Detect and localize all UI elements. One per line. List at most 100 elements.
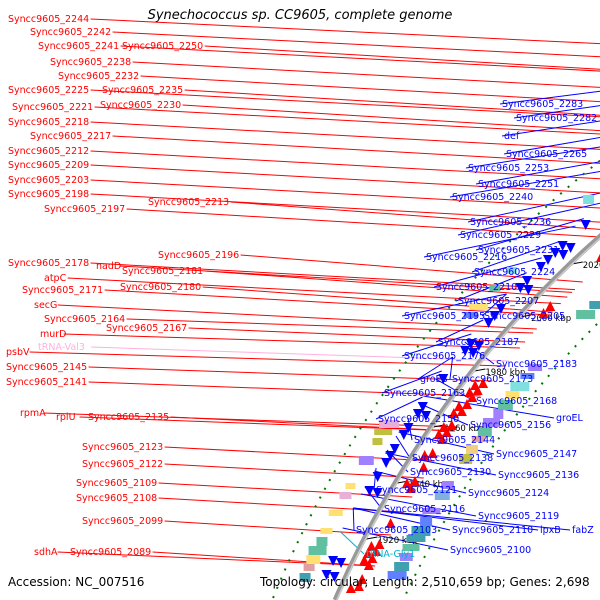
reverse-gene-arrow [483,318,494,328]
gene-label-right: groES [420,374,448,385]
gene-label-left: tRNA-Val3 [38,342,85,353]
feature-block-outer [510,382,530,391]
connector-line-left [164,463,424,479]
connector-line-right [375,396,423,420]
feature-blocks [299,195,600,582]
gene-label-left: Syncc9605_2212 [8,146,89,157]
reverse-gene-arrow [558,250,569,260]
reverse-gene-arrow [372,472,383,482]
gene-label-right: Syncc9605_2116 [384,504,465,515]
connector-line-right [433,257,542,288]
gene-label-left: Syncc9605_2235 [102,85,183,96]
gene-label-left: Syncc9605_2232 [58,71,139,82]
connector-line-right [342,527,449,551]
connector-line-left [202,286,553,313]
connector-line-right [449,171,600,198]
connector-line-left [90,164,600,194]
connector-line-right [360,493,477,517]
connector-line-right [401,333,472,357]
connector-line-left [112,31,600,58]
connector-line-right [353,507,539,531]
connector-line-left [91,346,509,362]
gene-label-left: Syncc9605_2198 [8,189,89,200]
gene-label-right: Syncc9605_2147 [496,449,577,460]
tick-mark [366,536,378,540]
gene-label-left: Syncc9605_2203 [8,175,89,186]
feature-block-outer [441,481,454,489]
reverse-gene-arrow [460,346,471,356]
reverse-gene-arrow [465,339,476,349]
connector-line-right [475,218,584,251]
tick-label: 1980 kbp [485,368,525,378]
connector-line-right [449,356,454,380]
gene-label-right: Syncc9605_2103 [356,525,437,536]
reverse-gene-arrow [550,248,561,258]
feature-block-inner [506,267,517,274]
feature-block-inner [328,510,343,516]
gene-label-right: Syncc9605_2163 [384,388,465,399]
feature-block-inner [583,195,595,204]
connector-line-left [57,551,376,567]
forward-gene-arrow [419,450,430,460]
connector-line-right [352,507,355,531]
forward-gene-arrow [478,378,489,388]
connector-line-right [435,319,484,343]
feature-block-outer [420,517,433,526]
gene-label-left: Syncc9605_2196 [158,250,239,261]
forward-gene-arrow [472,385,483,395]
gene-label-left: Syncc9605_2167 [106,323,187,334]
reverse-gene-arrow [535,262,546,272]
reverse-gene-arrow [523,285,534,295]
gene-label-left: Syncc9605_2089 [70,547,151,558]
gene-label-left: Syncc9605_2217 [30,131,111,142]
tick-mark [474,368,486,372]
gene-label-right: Syncc9605_2224 [474,267,555,278]
connector-line-right [353,507,571,531]
gene-label-left: Syncc9605_2242 [30,27,111,38]
reverse-gene-arrow [473,341,484,351]
gene-label-right: Syncc9605_2121 [376,485,457,496]
gene-label-right: Syncc9605_2240 [452,192,533,203]
connector-line-left [57,304,537,330]
forward-gene-arrow [401,478,412,488]
forward-gene-arrow [374,539,385,549]
reverse-gene-arrow [495,304,506,314]
forward-gene-arrow [405,483,416,493]
forward-gene-arrow [462,399,473,409]
gene-label-right: Syncc9605_2124 [468,488,549,499]
genome-summary: Topology: circular; Length: 2,510,659 bp… [260,575,590,589]
gene-label-left: Syncc9605_2181 [122,266,203,277]
reverse-gene-arrow [328,556,339,566]
gene-label-left: Syncc9605_2171 [22,285,103,296]
forward-gene-arrow [441,427,452,437]
gene-label-left: Syncc9605_2164 [44,314,125,325]
reverse-gene-arrow [364,486,375,496]
connector-line-left [112,135,600,164]
feature-block-inner [358,456,374,465]
feature-block-outer [589,301,600,309]
gene-label-left: atpC [44,273,67,284]
forward-gene-arrow [366,541,377,551]
connector-line-left [90,89,600,118]
gene-label-right: Syncc9605_2216 [426,252,507,263]
connector-line-left [152,551,376,567]
forward-gene-arrow [362,548,373,558]
backbone-arc [332,233,600,600]
gene-label-left: Syncc9605_2180 [120,282,201,293]
feature-block-outer [483,418,501,427]
connector-line-left [88,381,481,397]
reverse-gene-arrow [403,423,414,433]
connector-line-right [467,192,600,223]
tick-label: 1920 kbp [377,536,417,546]
tick-label: 1940 kbp [408,480,448,490]
forward-gene-arrow [370,546,381,556]
gene-label-right: Syncc9605_2205 [484,311,565,322]
reverse-gene-arrow [489,311,500,321]
gene-label-left: psbV [6,347,30,358]
tick-label: 2000 kbp [531,314,571,324]
feature-block-outer [402,544,420,551]
gene-label-right: fabZ [572,525,594,536]
connector-line-right [499,90,600,105]
connector-line-right [471,241,559,273]
reverse-gene-arrow [385,451,396,461]
